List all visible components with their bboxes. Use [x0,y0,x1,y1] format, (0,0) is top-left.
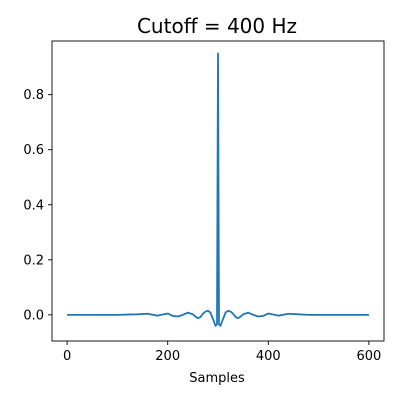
chart-title: Cutoff = 400 Hz [137,14,297,38]
x-axis-label: Samples [189,371,245,386]
y-tick-label-0.4: 0.4 [23,198,44,213]
plot-area: 0 200 400 600 0.0 0.2 0.4 0.6 0.8 [23,40,385,364]
x-tick-label-0: 0 [63,349,71,364]
y-tick-label-0: 0.0 [23,308,44,323]
x-tick-label-200: 200 [155,349,180,364]
x-tick-label-600: 600 [356,349,381,364]
y-tick-label-0.2: 0.2 [23,253,44,268]
y-tick-label-0.6: 0.6 [23,143,44,158]
y-tick-label-0.8: 0.8 [23,88,44,103]
axes-frame [51,40,385,342]
x-tick-label-400: 400 [256,349,281,364]
series-line-0 [67,52,369,327]
